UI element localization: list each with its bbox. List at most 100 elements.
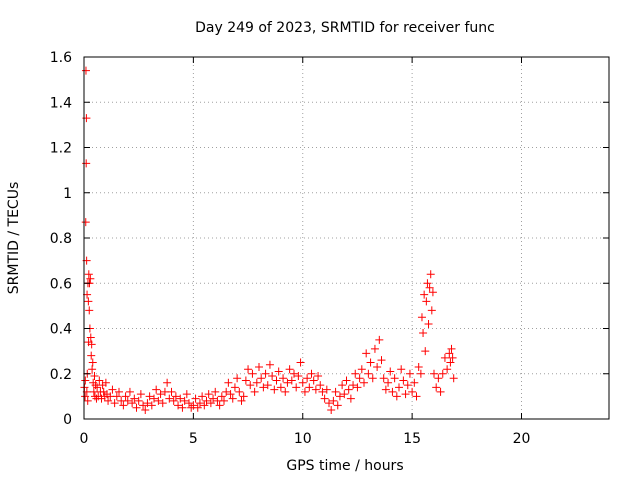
- data-point: [448, 353, 457, 362]
- data-point: [176, 394, 185, 403]
- data-point: [316, 381, 325, 390]
- axis-ticks: 0 0.2 0.4 0.6 0.8 1 1.2 1.4 1.6 0 5 10 15 20: [50, 50, 609, 447]
- data-point: [150, 394, 158, 403]
- data-point: [121, 392, 130, 401]
- data-point: [438, 369, 447, 378]
- data-point: [309, 376, 318, 385]
- data-point: [158, 399, 167, 408]
- data-point: [189, 401, 198, 410]
- data-point: [198, 392, 207, 401]
- data-point: [360, 378, 368, 387]
- data-point: [134, 396, 143, 405]
- data-point: [90, 372, 99, 381]
- data-point: [401, 390, 410, 399]
- data-point: [237, 396, 246, 405]
- data-point: [355, 374, 364, 383]
- data-point: [329, 396, 338, 405]
- data-point: [305, 383, 314, 392]
- data-point: [244, 365, 253, 374]
- y-tick-label: 0.6: [50, 276, 72, 292]
- data-point: [226, 390, 235, 399]
- data-point: [445, 349, 454, 358]
- data-point: [430, 369, 438, 378]
- data-point: [136, 390, 145, 399]
- data-point: [93, 383, 102, 392]
- y-tick-label: 0.2: [50, 367, 72, 383]
- data-point: [410, 378, 419, 387]
- data-point: [174, 401, 183, 410]
- data-point: [252, 378, 261, 387]
- data-point: [182, 390, 191, 399]
- y-tick-label: 0.4: [50, 322, 72, 338]
- data-point: [440, 353, 449, 362]
- data-point: [81, 218, 90, 227]
- data-point: [145, 392, 154, 401]
- data-point: [426, 270, 435, 279]
- data-point: [416, 369, 425, 378]
- data-point: [259, 383, 268, 392]
- data-point: [108, 385, 117, 394]
- data-point: [322, 385, 331, 394]
- data-point: [132, 403, 141, 412]
- x-tick-label: 5: [189, 431, 198, 447]
- chart-title: Day 249 of 2023, SRMTID for receiver fun…: [195, 20, 495, 36]
- data-point: [87, 340, 96, 349]
- data-point: [351, 369, 360, 378]
- y-tick-label: 0.8: [50, 231, 72, 247]
- data-point: [386, 367, 395, 376]
- data-point: [263, 381, 272, 390]
- data-point: [377, 356, 386, 365]
- data-point: [432, 383, 441, 392]
- data-point: [424, 319, 433, 328]
- data-point: [185, 399, 193, 408]
- data-point: [408, 387, 417, 396]
- data-point: [255, 362, 263, 371]
- data-point: [379, 374, 388, 383]
- data-point: [412, 392, 421, 401]
- data-point: [428, 288, 437, 297]
- data-point: [84, 297, 93, 306]
- data-point: [268, 372, 277, 381]
- data-point: [139, 401, 148, 410]
- data-point: [123, 396, 132, 405]
- data-point: [169, 396, 178, 405]
- data-point: [290, 369, 298, 378]
- data-point: [281, 387, 290, 396]
- data-point: [300, 387, 309, 396]
- data-point: [335, 392, 344, 401]
- data-point: [82, 159, 91, 168]
- data-point: [283, 378, 292, 387]
- x-axis-label: GPS time / hours: [286, 458, 403, 474]
- data-point: [311, 385, 320, 394]
- data-point: [403, 381, 412, 390]
- data-point: [215, 401, 224, 410]
- data-point: [241, 376, 250, 385]
- data-point: [366, 358, 375, 367]
- data-point: [274, 367, 283, 376]
- data-point: [370, 344, 379, 353]
- x-tick-label: 15: [403, 431, 421, 447]
- data-point: [357, 365, 366, 374]
- data-point: [130, 394, 139, 403]
- data-point: [246, 381, 255, 390]
- data-point: [397, 365, 406, 374]
- data-point: [84, 270, 93, 279]
- data-point: [419, 329, 428, 338]
- data-point: [368, 374, 377, 383]
- data-points: [80, 66, 458, 414]
- data-point: [447, 344, 456, 353]
- data-point: [88, 365, 97, 374]
- data-point: [125, 387, 134, 396]
- data-point: [427, 306, 436, 315]
- data-point: [95, 376, 104, 385]
- data-point: [171, 392, 180, 401]
- data-point: [279, 374, 288, 383]
- data-point: [449, 374, 458, 383]
- y-tick-label: 1.4: [50, 95, 72, 111]
- data-point: [206, 399, 215, 408]
- data-point: [395, 383, 403, 392]
- data-point: [156, 390, 165, 399]
- data-point: [85, 306, 94, 315]
- data-point: [375, 335, 384, 344]
- data-point: [202, 396, 211, 405]
